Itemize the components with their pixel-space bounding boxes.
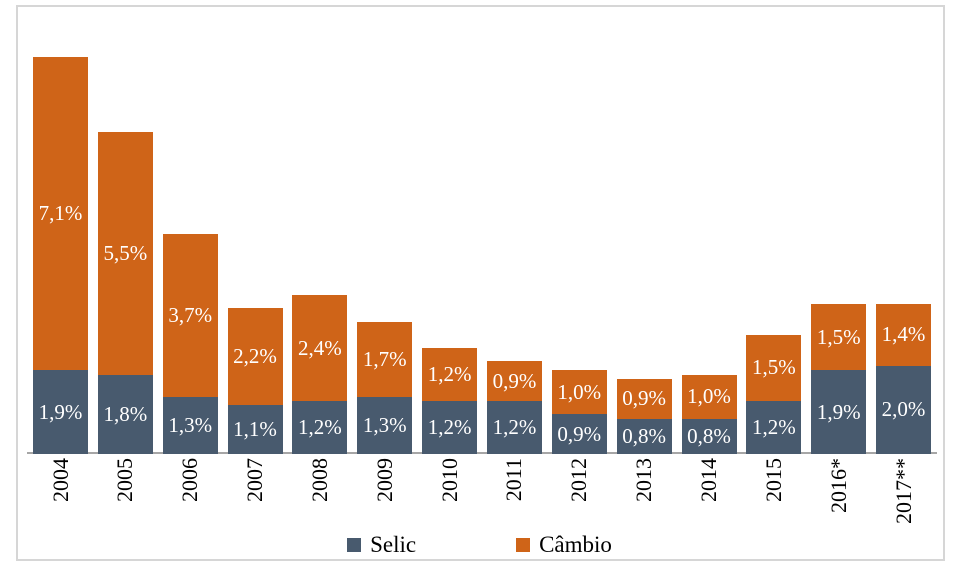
bar-value-label: 0,8% bbox=[622, 423, 667, 448]
bar-segment-cambio-2007: 2,2% bbox=[227, 308, 283, 406]
legend-marker-cambio-icon bbox=[516, 537, 531, 552]
legend: Selic Câmbio bbox=[0, 533, 967, 556]
bar-value-label: 1,2% bbox=[427, 415, 472, 440]
bar-segment-cambio-2011: 0,9% bbox=[486, 361, 542, 402]
bar-segment-selic-2010: 1,2% bbox=[422, 401, 478, 454]
x-tick-label: 2010 bbox=[436, 458, 462, 502]
legend-label: Câmbio bbox=[539, 532, 612, 557]
bar-value-label: 0,8% bbox=[687, 423, 731, 448]
bar-segment-selic-2008: 1,2% bbox=[292, 401, 348, 454]
bar-segment-selic-2007: 1,1% bbox=[227, 405, 283, 454]
bar-segment-selic-2016: 1,9% bbox=[811, 370, 867, 454]
bar-segment-cambio-2016: 1,5% bbox=[811, 304, 867, 371]
bar-segment-cambio-2006: 3,7% bbox=[162, 233, 218, 397]
bar-segment-selic-2009: 1,3% bbox=[357, 396, 413, 454]
x-tick-label: 2015 bbox=[760, 458, 786, 502]
legend-item-cambio: Câmbio bbox=[516, 533, 612, 556]
x-tick-label: 2005 bbox=[112, 458, 138, 502]
legend-item-selic: Selic bbox=[347, 533, 416, 556]
bar-value-label: 0,9% bbox=[492, 368, 537, 393]
bar-value-label: 0,9% bbox=[622, 386, 667, 411]
bar-value-label: 1,5% bbox=[816, 324, 861, 349]
bar-value-label: 1,8% bbox=[103, 401, 148, 426]
x-tick-label: 2008 bbox=[306, 458, 332, 502]
bar-value-label: 1,2% bbox=[427, 362, 472, 387]
bar-segment-cambio-2009: 1,7% bbox=[357, 321, 413, 397]
legend-marker-selic-icon bbox=[347, 537, 362, 552]
x-axis-line bbox=[27, 452, 937, 454]
bar-segment-cambio-2010: 1,2% bbox=[422, 348, 478, 402]
x-tick-label: 2017** bbox=[890, 458, 916, 524]
bar-value-label: 1,2% bbox=[751, 415, 796, 440]
bar-value-label: 1,3% bbox=[168, 412, 213, 437]
chart-frame bbox=[16, 5, 945, 561]
bar-segment-selic-2004: 1,9% bbox=[33, 370, 88, 454]
x-tick-label: 2013 bbox=[631, 458, 657, 502]
bar-value-label: 1,2% bbox=[298, 415, 342, 440]
bar-value-label: 1,0% bbox=[687, 384, 731, 409]
bar-segment-selic-2014: 0,8% bbox=[681, 418, 737, 454]
bar-value-label: 1,0% bbox=[557, 379, 602, 404]
legend-label: Selic bbox=[370, 532, 417, 557]
x-tick-label: 2014 bbox=[696, 458, 721, 502]
bar-value-label: 1,7% bbox=[362, 346, 407, 371]
bar-value-label: 1,9% bbox=[38, 399, 83, 424]
bar-value-label: 1,3% bbox=[362, 412, 407, 437]
bar-segment-selic-2013: 0,8% bbox=[616, 418, 672, 454]
bar-segment-cambio-2013: 0,9% bbox=[616, 379, 672, 419]
bar-segment-cambio-2015: 1,5% bbox=[746, 334, 802, 402]
bar-value-label: 2,4% bbox=[298, 335, 342, 360]
x-tick-label: 2009 bbox=[371, 458, 397, 502]
bar-value-label: 7,1% bbox=[38, 201, 83, 226]
bar-segment-cambio-2005: 5,5% bbox=[97, 132, 153, 375]
x-tick-label: 2007 bbox=[242, 458, 268, 502]
bar-segment-selic-2012: 0,9% bbox=[551, 414, 607, 454]
x-tick-label: 2016* bbox=[825, 458, 851, 513]
bar-value-label: 0,9% bbox=[557, 421, 602, 446]
bar-value-label: 1,5% bbox=[751, 355, 796, 380]
bar-value-label: 1,1% bbox=[233, 417, 277, 442]
x-tick-label: 2004 bbox=[47, 458, 73, 502]
bar-value-label: 1,2% bbox=[492, 415, 537, 440]
bar-segment-cambio-2004: 7,1% bbox=[33, 57, 88, 371]
bar-segment-cambio-2017: 1,4% bbox=[876, 304, 932, 366]
bar-segment-selic-2015: 1,2% bbox=[746, 401, 802, 454]
x-tick-label: 2006 bbox=[177, 458, 203, 502]
bar-value-label: 3,7% bbox=[168, 302, 213, 327]
bar-segment-cambio-2014: 1,0% bbox=[681, 374, 737, 419]
bar-value-label: 2,0% bbox=[881, 397, 926, 422]
bar-segment-selic-2006: 1,3% bbox=[162, 396, 218, 454]
bar-segment-selic-2011: 1,2% bbox=[486, 401, 542, 454]
x-tick-label: 2011 bbox=[501, 458, 527, 502]
bar-value-label: 1,4% bbox=[881, 322, 926, 347]
bar-value-label: 1,9% bbox=[816, 399, 861, 424]
bar-segment-cambio-2008: 2,4% bbox=[292, 295, 348, 402]
bar-value-label: 5,5% bbox=[103, 240, 148, 265]
x-tick-label: 2012 bbox=[566, 458, 592, 502]
bar-segment-selic-2005: 1,8% bbox=[97, 374, 153, 454]
bar-segment-cambio-2012: 1,0% bbox=[551, 370, 607, 415]
bar-segment-selic-2017: 2,0% bbox=[876, 365, 932, 454]
bar-value-label: 2,2% bbox=[233, 344, 277, 369]
